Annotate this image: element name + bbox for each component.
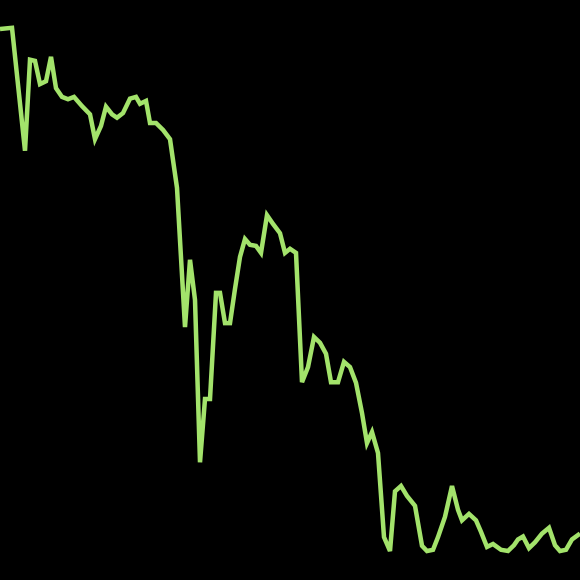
series-line xyxy=(0,25,580,554)
